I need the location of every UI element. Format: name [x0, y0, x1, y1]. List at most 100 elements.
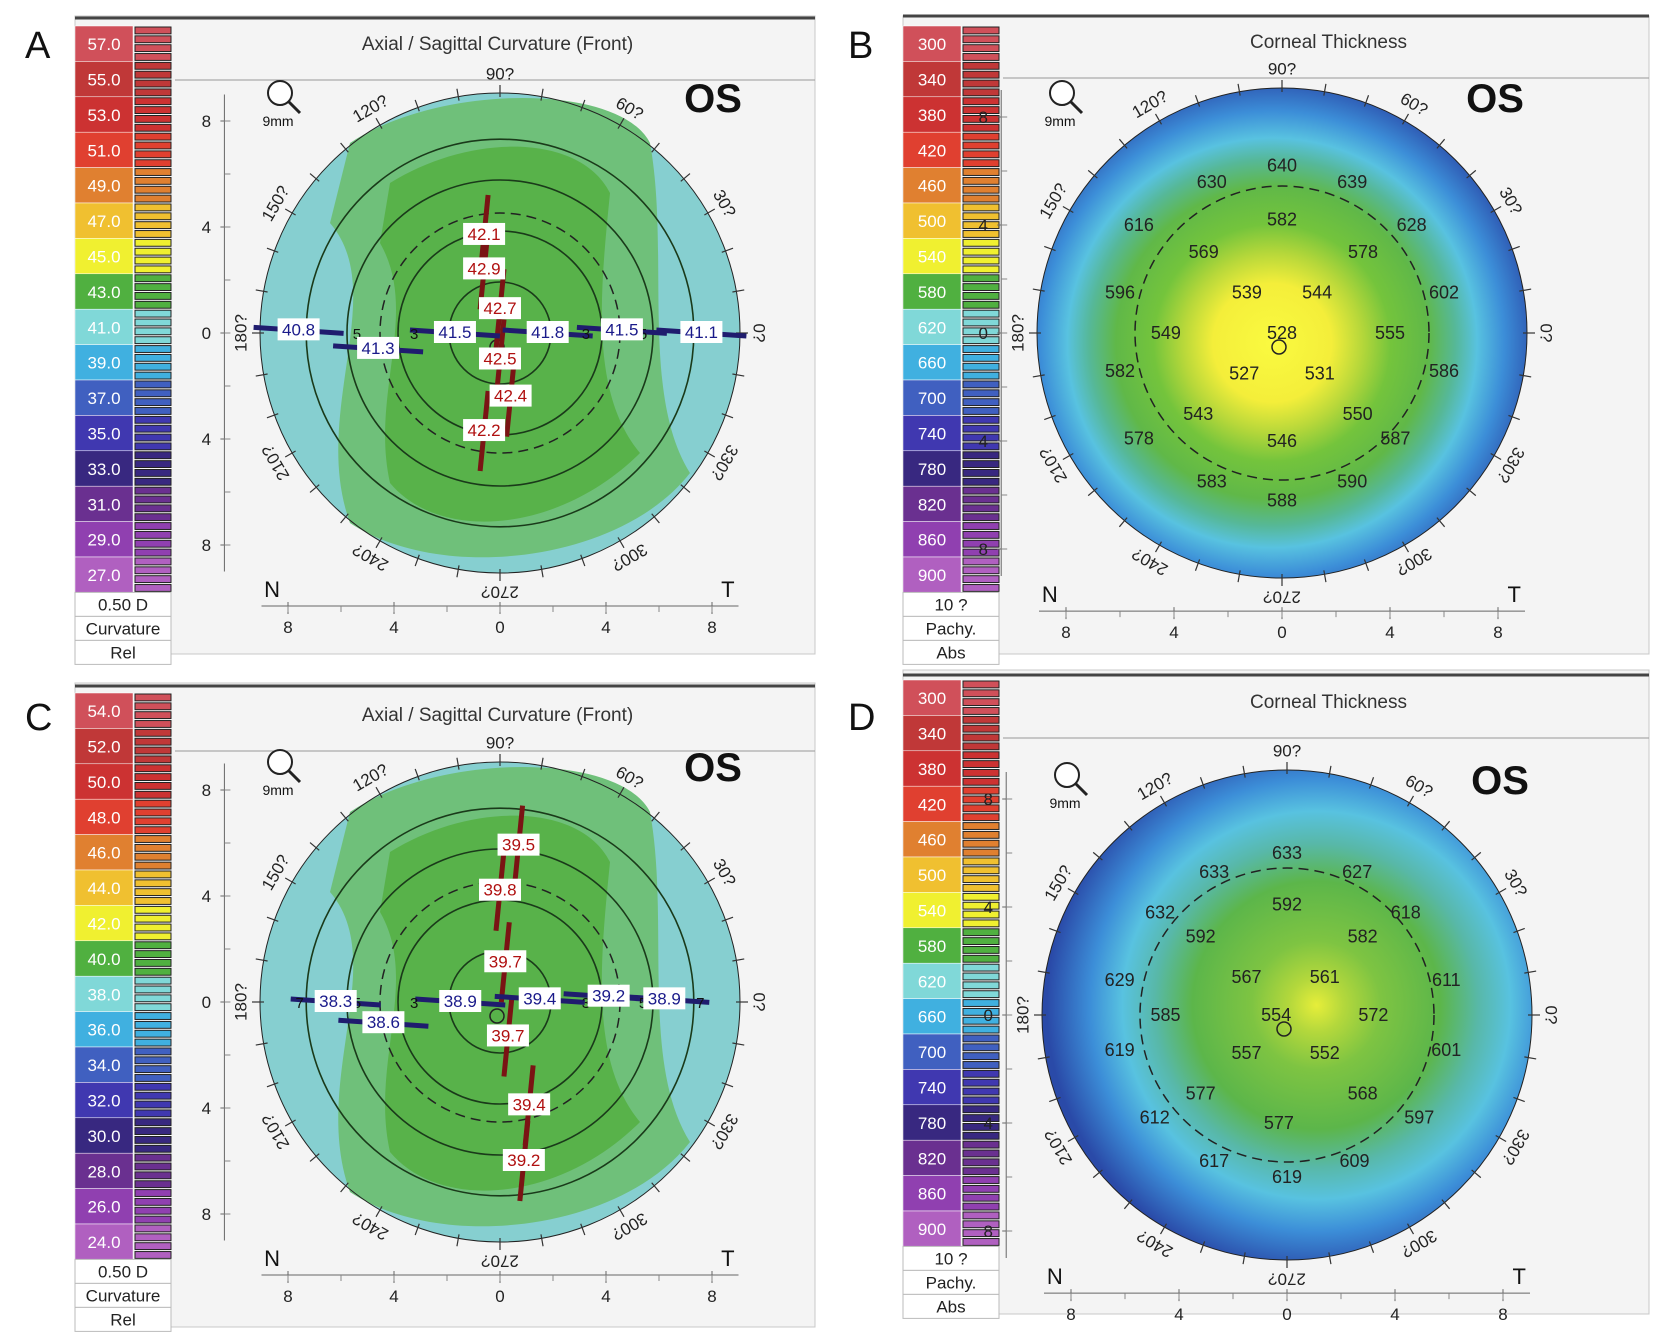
curvature-value: 39.5 — [502, 836, 535, 855]
scale-step — [134, 1136, 172, 1144]
scale-step — [962, 769, 1000, 777]
curvature-value: 42.7 — [483, 299, 516, 318]
scale-step — [962, 1016, 1000, 1025]
angle-tick — [1513, 927, 1525, 934]
thickness-value: 554 — [1261, 1005, 1291, 1025]
scale-swatch — [902, 556, 962, 593]
thickness-value: 539 — [1232, 283, 1262, 303]
thickness-value: 582 — [1105, 361, 1135, 381]
scale-step — [962, 159, 1000, 168]
angle-label: 0? — [750, 993, 769, 1012]
scale-step — [962, 707, 1000, 715]
angle-tick — [617, 786, 625, 798]
scale-value: 860 — [918, 1185, 946, 1204]
scale-step — [962, 327, 1000, 336]
angle-label: 180? — [1013, 996, 1032, 1034]
angle-tick — [680, 173, 691, 182]
angle-tick — [1087, 487, 1098, 497]
scale-value: 35.0 — [87, 424, 120, 443]
scale-value: 380 — [918, 760, 946, 779]
scale-step — [962, 433, 1000, 442]
scale-swatch — [902, 821, 962, 858]
thickness-value: 543 — [1183, 404, 1213, 424]
scale-step — [134, 1153, 172, 1162]
angle-tick — [1368, 777, 1375, 789]
angle-tick — [1242, 765, 1246, 778]
scale-step — [962, 972, 1000, 981]
scale-value: 780 — [918, 1114, 946, 1133]
color-scale: 54.0 52.0 50.0 48.0 46.0 44.0 42.0 40.0 38.0 36.0… — [74, 692, 172, 1332]
scale-step — [962, 795, 1000, 804]
scale-step — [962, 848, 1000, 857]
magnifier-lens — [267, 80, 293, 106]
scale-step — [962, 407, 1000, 415]
scale-step — [962, 1069, 1000, 1078]
angle-tick — [375, 1206, 383, 1218]
scale-step — [134, 1109, 172, 1118]
scale-swatch — [74, 1011, 134, 1048]
value-box — [479, 878, 521, 901]
angle-tick — [1524, 970, 1537, 974]
scale-step — [134, 1233, 172, 1242]
curvature-value: 40.8 — [282, 320, 315, 339]
scale-step — [962, 884, 1000, 892]
scale-swatch — [902, 892, 962, 929]
scale-step — [962, 733, 1000, 742]
scale-step — [134, 530, 172, 539]
thickness-value: 544 — [1302, 283, 1332, 303]
scale-swatch — [74, 975, 134, 1012]
scale-step — [134, 513, 172, 522]
scale-step — [962, 477, 1000, 486]
scale-step — [962, 680, 1000, 689]
angle-tick — [456, 88, 460, 101]
angle-tick — [340, 513, 349, 524]
value-box — [463, 222, 506, 245]
scale-swatch — [74, 485, 134, 522]
scale-step — [962, 1096, 1000, 1105]
scale-swatch — [902, 167, 962, 204]
value-box — [643, 987, 686, 1010]
angle-tick — [266, 1082, 279, 1088]
scale-value: 700 — [918, 389, 946, 408]
angle-tick — [651, 513, 660, 524]
scale-step — [134, 389, 172, 398]
angle-tick — [1092, 1169, 1103, 1179]
thickness-value: 611 — [1432, 970, 1461, 990]
scale-step — [962, 1131, 1000, 1140]
curvature-value: 42.5 — [483, 350, 516, 369]
angle-tick — [284, 450, 296, 458]
scale-value: 37.0 — [87, 389, 120, 408]
scale-step — [134, 477, 172, 486]
angle-tick — [284, 208, 296, 216]
x-tick-label: 0 — [1277, 623, 1286, 642]
scale-step — [134, 843, 172, 852]
value-box — [463, 257, 506, 280]
scale-swatch — [74, 450, 134, 487]
scale-step — [962, 212, 1000, 221]
scale-step — [134, 548, 172, 557]
x-tick-label: 8 — [707, 618, 716, 637]
angle-tick — [1519, 288, 1532, 292]
ring-mark: 3 — [582, 995, 590, 1012]
scale-step — [134, 256, 172, 265]
angle-tick — [1401, 541, 1410, 553]
scale-step — [134, 764, 172, 773]
scale-step — [962, 724, 1000, 733]
x-tick-label: 4 — [1169, 623, 1178, 642]
scale-step — [134, 203, 172, 212]
scale-value: 28.0 — [87, 1162, 120, 1181]
scale-step — [134, 879, 172, 888]
scale-step — [134, 702, 172, 711]
angle-tick — [309, 484, 320, 493]
scale-value: 420 — [918, 141, 946, 160]
angle-tick — [1037, 970, 1050, 974]
scale-step — [134, 26, 172, 35]
temporal-label: T — [721, 577, 734, 602]
scale-value: 55.0 — [87, 70, 120, 89]
scale-value: 44.0 — [87, 879, 120, 898]
scale-step — [134, 584, 172, 592]
scale-footer-text: Curvature — [86, 1286, 161, 1305]
scale-value: 27.0 — [87, 566, 120, 585]
value-box — [497, 833, 540, 856]
angle-tick — [1406, 1223, 1415, 1235]
